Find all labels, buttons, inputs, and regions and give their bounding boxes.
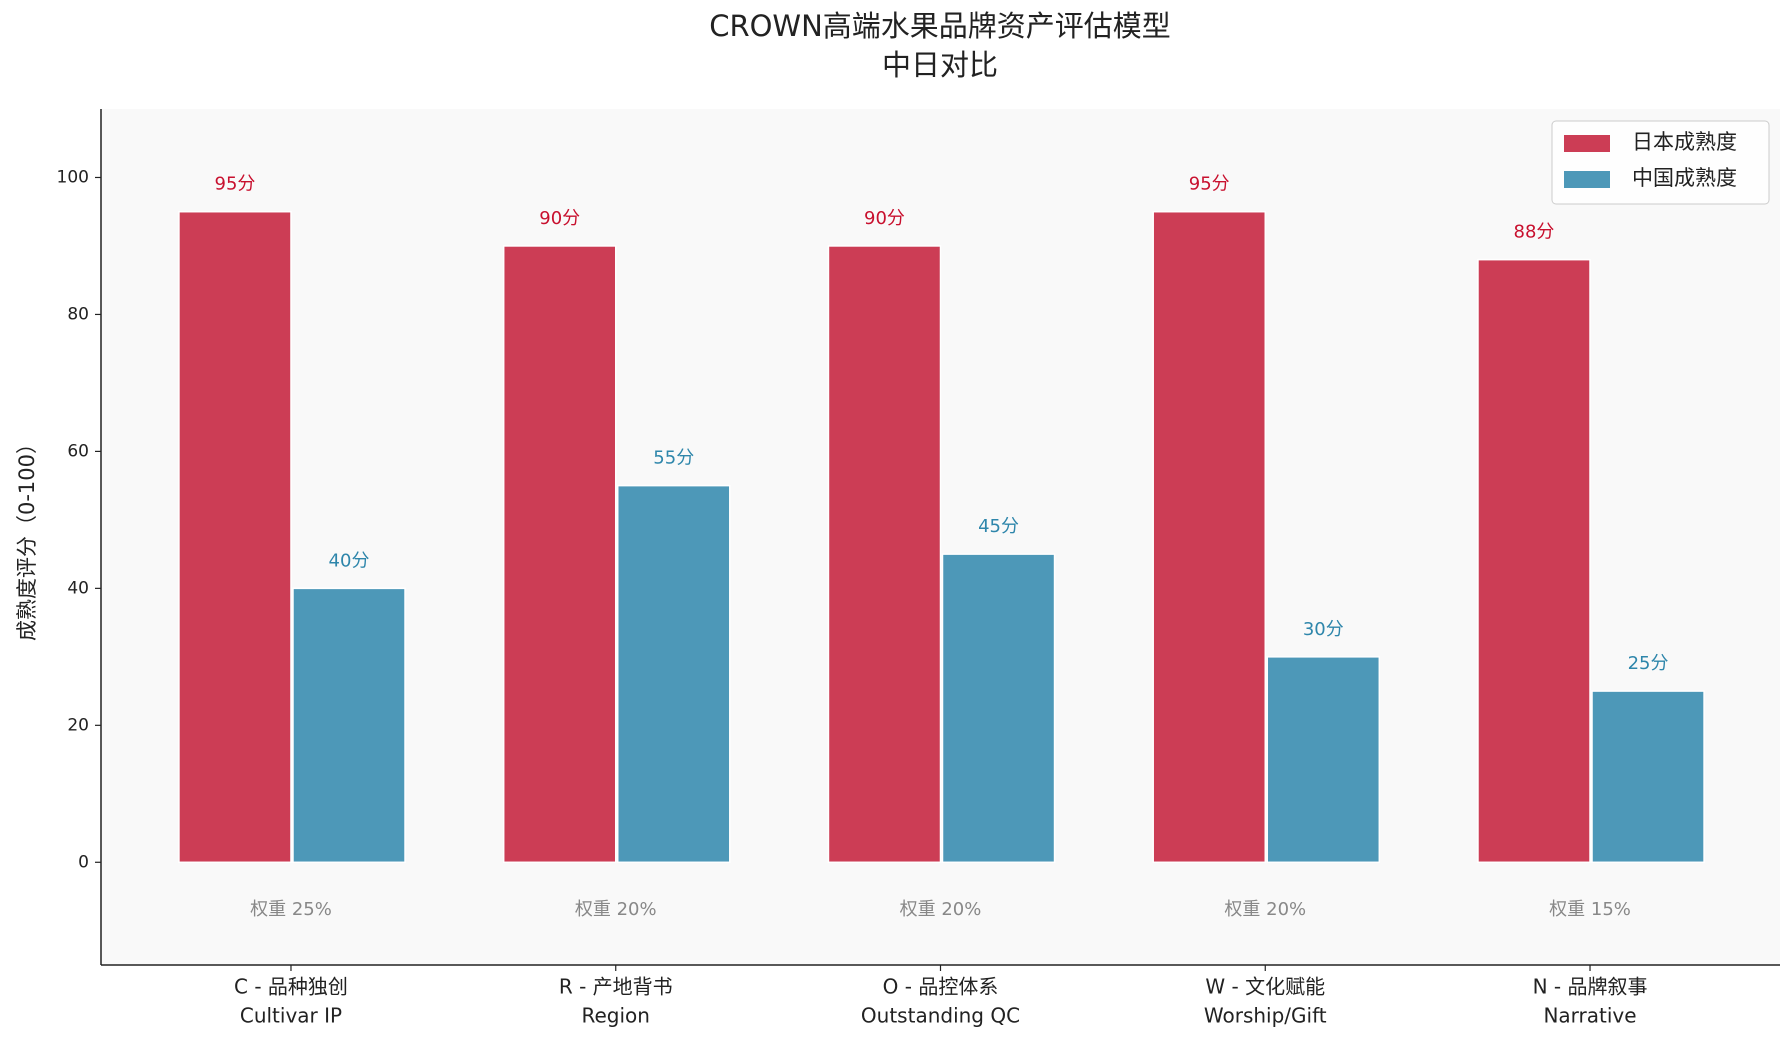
bar — [1152, 210, 1267, 864]
x-tick-label: Narrative — [1543, 1004, 1636, 1028]
x-tick-label: R - 产地背书 — [559, 975, 673, 999]
value-label: 90分 — [539, 208, 580, 229]
legend-swatch — [1564, 135, 1610, 152]
legend-swatch — [1564, 171, 1610, 188]
x-tick-label: C - 品种独创 — [234, 975, 348, 999]
annotation: 权重 20% — [1224, 899, 1306, 920]
value-label: 40分 — [329, 550, 370, 571]
y-tick-label: 20 — [67, 715, 89, 735]
chart-subtitle: 中日对比 — [882, 48, 998, 82]
value-label: 25分 — [1628, 653, 1669, 674]
x-tick-label: N - 品牌叙事 — [1533, 975, 1648, 999]
bar — [178, 210, 292, 864]
y-tick-label: 60 — [67, 441, 89, 461]
bar — [827, 245, 942, 864]
bar — [941, 553, 1056, 864]
bar — [502, 245, 617, 864]
value-label: 95分 — [215, 174, 256, 195]
value-label: 55分 — [653, 448, 694, 469]
y-tick-label: 80 — [67, 304, 89, 324]
bar — [1591, 690, 1705, 864]
annotation: 权重 15% — [1549, 899, 1631, 920]
annotation: 权重 20% — [900, 899, 982, 920]
annotation: 权重 20% — [575, 899, 657, 920]
x-tick-label: O - 品控体系 — [883, 975, 999, 999]
value-label: 45分 — [978, 516, 1019, 537]
legend-label: 中国成熟度 — [1632, 166, 1737, 190]
value-label: 30分 — [1303, 619, 1344, 640]
bar — [292, 587, 406, 864]
annotation: 权重 25% — [250, 899, 332, 920]
bar — [1477, 258, 1591, 864]
value-label: 90分 — [864, 208, 905, 229]
y-tick-label: 40 — [67, 578, 89, 598]
bar — [616, 484, 731, 864]
x-tick-label: Worship/Gift — [1204, 1004, 1327, 1028]
value-label: 95分 — [1189, 174, 1230, 195]
y-tick-label: 100 — [57, 167, 89, 187]
bar — [1266, 656, 1381, 864]
value-label: 88分 — [1514, 222, 1555, 243]
x-tick-label: Outstanding QC — [861, 1004, 1020, 1028]
chart-title: CROWN高端水果品牌资产评估模型 — [709, 9, 1171, 43]
y-tick-label: 0 — [78, 852, 89, 872]
x-tick-label: Region — [582, 1004, 650, 1028]
legend-label: 日本成熟度 — [1632, 130, 1737, 154]
x-tick-label: Cultivar IP — [240, 1004, 342, 1028]
y-axis-label: 成熟度评分（0-100） — [15, 433, 39, 641]
x-tick-label: W - 文化赋能 — [1205, 975, 1325, 999]
